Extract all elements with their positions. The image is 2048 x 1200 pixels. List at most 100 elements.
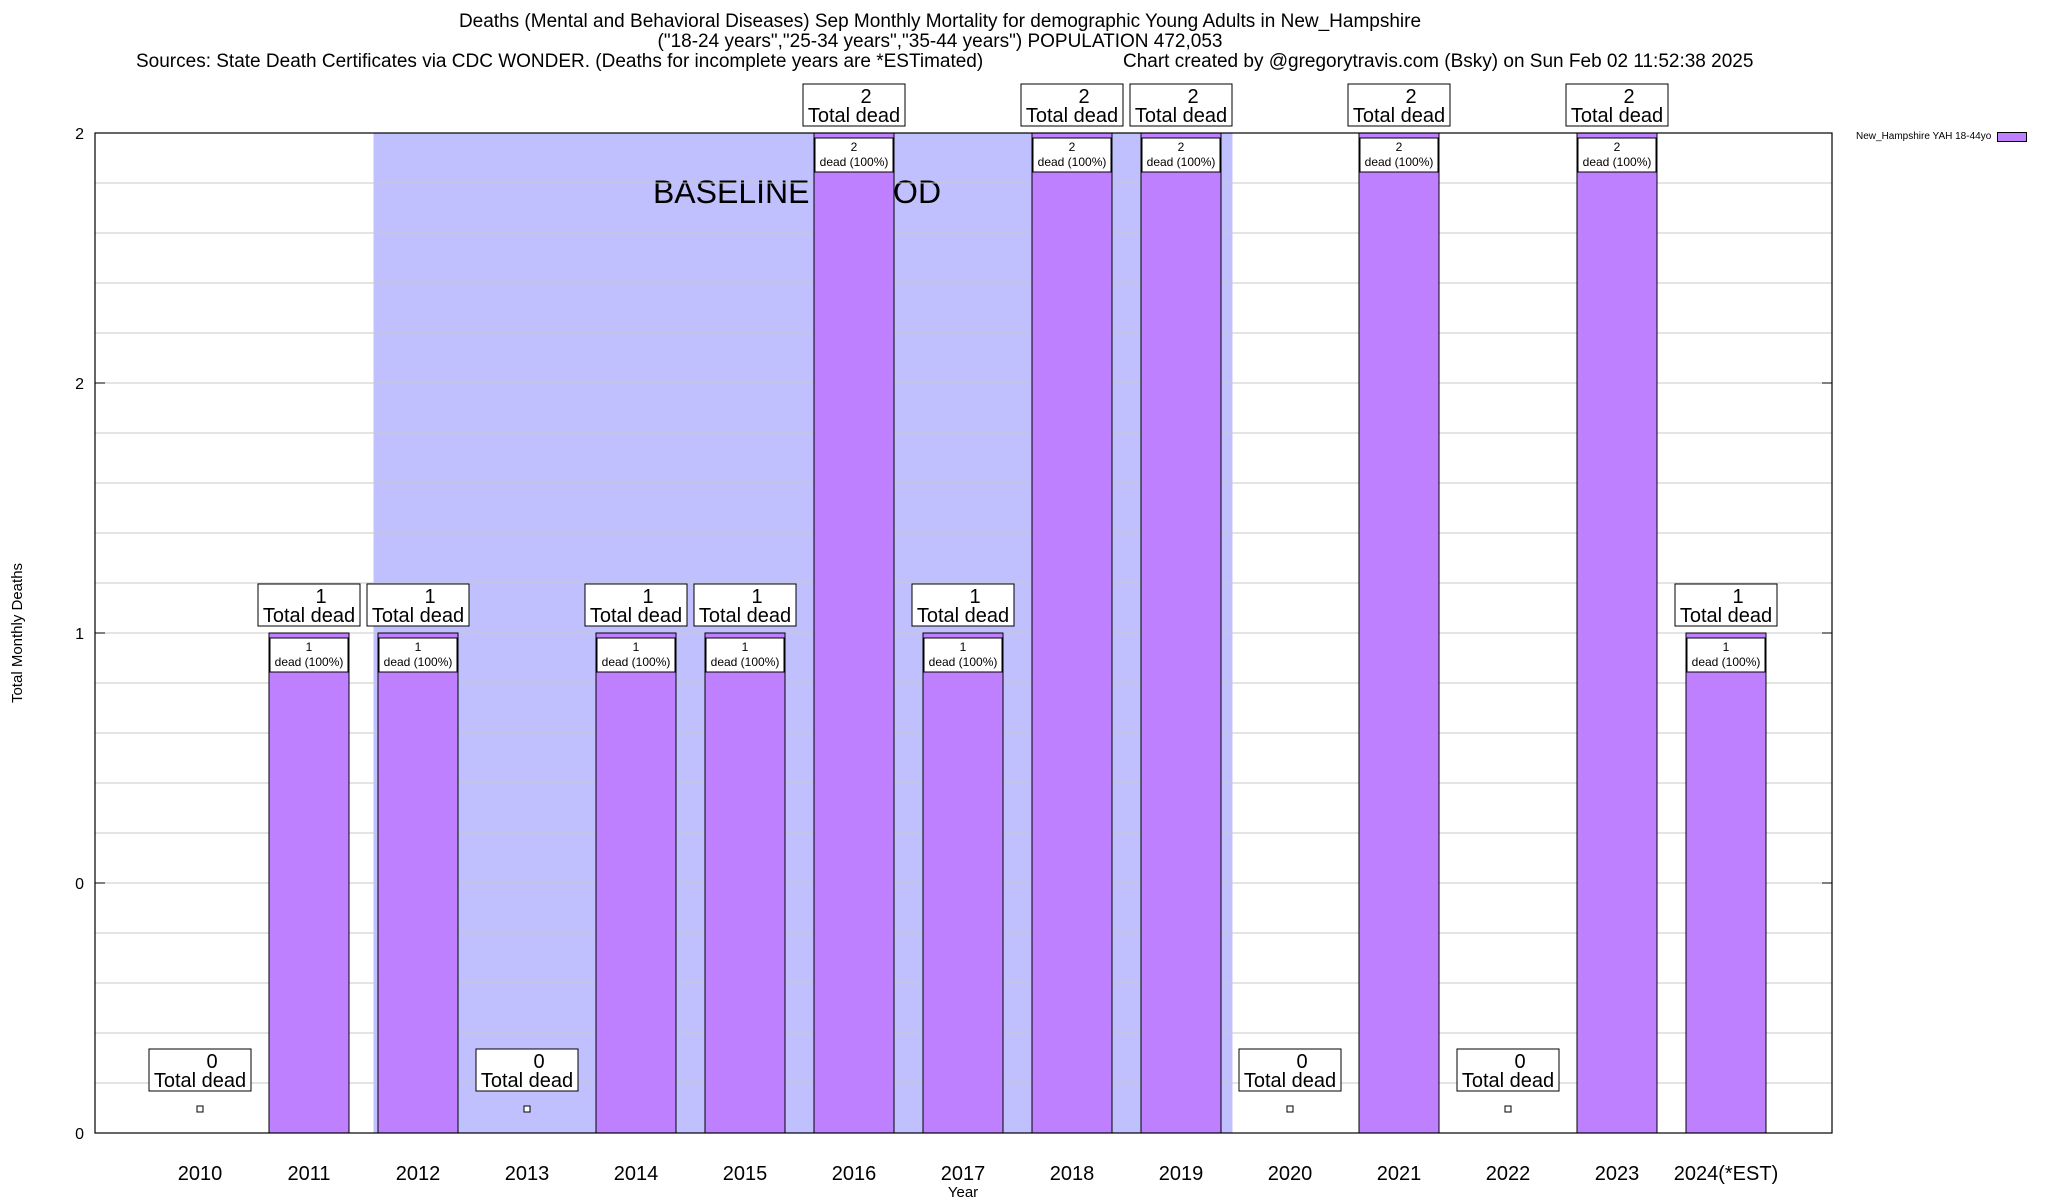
bar bbox=[268, 632, 350, 1134]
bar-top-label: 2 bbox=[851, 140, 858, 154]
x-tick-label: 2014 bbox=[614, 1163, 659, 1185]
bar-inner-box bbox=[1141, 137, 1221, 173]
total-dead-value: 0 bbox=[1514, 1051, 1525, 1073]
total-dead-label: Total dead bbox=[590, 605, 682, 627]
total-dead-value: 1 bbox=[969, 586, 980, 608]
bar-top-label: 1 bbox=[1723, 640, 1730, 654]
bar bbox=[377, 632, 459, 1134]
title-line-1: Deaths (Mental and Behavioral Diseases) … bbox=[458, 11, 1422, 32]
total-dead-box bbox=[148, 1048, 252, 1092]
total-dead-value: 2 bbox=[1623, 86, 1634, 108]
total-dead-label: Total dead bbox=[917, 605, 1009, 627]
x-tick-label: 2017 bbox=[941, 1163, 986, 1185]
y-tick-label: 2 bbox=[75, 376, 84, 393]
bar-inner-box bbox=[1686, 637, 1766, 673]
bar-pct-label: dead (100%) bbox=[1692, 655, 1761, 669]
total-dead-label: Total dead bbox=[1571, 105, 1663, 127]
total-dead-label: Total dead bbox=[372, 605, 464, 627]
y-tick-label: 2 bbox=[75, 126, 84, 143]
bar-inner-box bbox=[1577, 137, 1657, 173]
total-dead-box bbox=[1347, 83, 1451, 127]
total-dead-value: 0 bbox=[533, 1051, 544, 1073]
x-tick-label: 2019 bbox=[1159, 1163, 1204, 1185]
bar-top-label: 2 bbox=[1069, 140, 1076, 154]
total-dead-box bbox=[1238, 1048, 1342, 1092]
total-dead-box bbox=[366, 583, 470, 627]
total-dead-box bbox=[1129, 83, 1233, 127]
total-dead-label: Total dead bbox=[1135, 105, 1227, 127]
chart-title: Deaths (Mental and Behavioral Diseases) … bbox=[0, 12, 1880, 52]
bar-pct-label: dead (100%) bbox=[1147, 155, 1216, 169]
bar-top-label: 1 bbox=[415, 640, 422, 654]
total-dead-box bbox=[1674, 583, 1778, 627]
total-dead-box bbox=[802, 83, 906, 127]
bar-top-label: 2 bbox=[1396, 140, 1403, 154]
total-dead-box bbox=[911, 583, 1015, 627]
total-dead-value: 2 bbox=[860, 86, 871, 108]
zero-marker bbox=[523, 1105, 531, 1113]
x-tick-label: 2024(*EST) bbox=[1674, 1163, 1779, 1185]
bar-top-label: 1 bbox=[633, 640, 640, 654]
bar bbox=[1685, 632, 1767, 1134]
bar-pct-label: dead (100%) bbox=[1365, 155, 1434, 169]
bar-inner-box bbox=[378, 637, 458, 673]
total-dead-value: 2 bbox=[1405, 86, 1416, 108]
total-dead-value: 1 bbox=[424, 586, 435, 608]
bar-top-label: 2 bbox=[1614, 140, 1621, 154]
x-tick-label: 2010 bbox=[178, 1163, 223, 1185]
total-dead-label: Total dead bbox=[263, 605, 355, 627]
x-tick-label: 2016 bbox=[832, 1163, 877, 1185]
x-tick-label: 2012 bbox=[396, 1163, 441, 1185]
bar-pct-label: dead (100%) bbox=[275, 655, 344, 669]
x-tick-label: 2015 bbox=[723, 1163, 768, 1185]
total-dead-box bbox=[1020, 83, 1124, 127]
total-dead-label: Total dead bbox=[1353, 105, 1445, 127]
total-dead-value: 1 bbox=[642, 586, 653, 608]
zero-marker bbox=[1286, 1105, 1294, 1113]
total-dead-value: 0 bbox=[206, 1051, 217, 1073]
total-dead-label: Total dead bbox=[1026, 105, 1118, 127]
y-tick-label: 0 bbox=[75, 876, 84, 893]
bar bbox=[1576, 132, 1658, 1134]
plot-frame bbox=[94, 132, 1833, 1134]
bar-pct-label: dead (100%) bbox=[929, 655, 998, 669]
bar-inner-box bbox=[596, 637, 676, 673]
legend: New_Hampshire YAH 18-44yo bbox=[1856, 131, 2028, 142]
credit-text: Chart created by @gregorytravis.com (Bsk… bbox=[1123, 51, 1754, 72]
bar-top-label: 1 bbox=[960, 640, 967, 654]
total-dead-box bbox=[1456, 1048, 1560, 1092]
x-tick-label: 2023 bbox=[1595, 1163, 1640, 1185]
bar bbox=[1358, 132, 1440, 1134]
bar-inner-box bbox=[923, 637, 1003, 673]
zero-marker bbox=[196, 1105, 204, 1113]
bar-pct-label: dead (100%) bbox=[711, 655, 780, 669]
bar-pct-label: dead (100%) bbox=[1038, 155, 1107, 169]
total-dead-label: Total dead bbox=[808, 105, 900, 127]
x-tick-label: 2021 bbox=[1377, 1163, 1422, 1185]
total-dead-value: 1 bbox=[1732, 586, 1743, 608]
total-dead-value: 1 bbox=[751, 586, 762, 608]
bar bbox=[1140, 132, 1222, 1134]
y-tick-label: 1 bbox=[75, 626, 84, 643]
total-dead-label: Total dead bbox=[1462, 1070, 1554, 1092]
bar bbox=[595, 632, 677, 1134]
bar bbox=[813, 132, 895, 1134]
total-dead-label: Total dead bbox=[1680, 605, 1772, 627]
y-axis-label: Total Monthly Deaths bbox=[9, 563, 26, 703]
total-dead-box bbox=[475, 1048, 579, 1092]
sources-text: Sources: State Death Certificates via CD… bbox=[136, 51, 984, 72]
total-dead-label: Total dead bbox=[154, 1070, 246, 1092]
title-line-2: ("18-24 years","25-34 years","35-44 year… bbox=[657, 31, 1223, 52]
bar-pct-label: dead (100%) bbox=[602, 655, 671, 669]
zero-marker bbox=[1504, 1105, 1512, 1113]
bar-top-label: 2 bbox=[1178, 140, 1185, 154]
baseline-label: BASELINE PERIOD bbox=[653, 174, 941, 210]
total-dead-label: Total dead bbox=[1244, 1070, 1336, 1092]
x-tick-label: 2018 bbox=[1050, 1163, 1095, 1185]
y-tick-label: 0 bbox=[75, 1126, 84, 1143]
x-tick-label: 2020 bbox=[1268, 1163, 1313, 1185]
bar-top-label: 1 bbox=[742, 640, 749, 654]
legend-label: New_Hampshire YAH 18-44yo bbox=[1856, 131, 1992, 142]
total-dead-box bbox=[693, 583, 797, 627]
bar bbox=[704, 632, 786, 1134]
